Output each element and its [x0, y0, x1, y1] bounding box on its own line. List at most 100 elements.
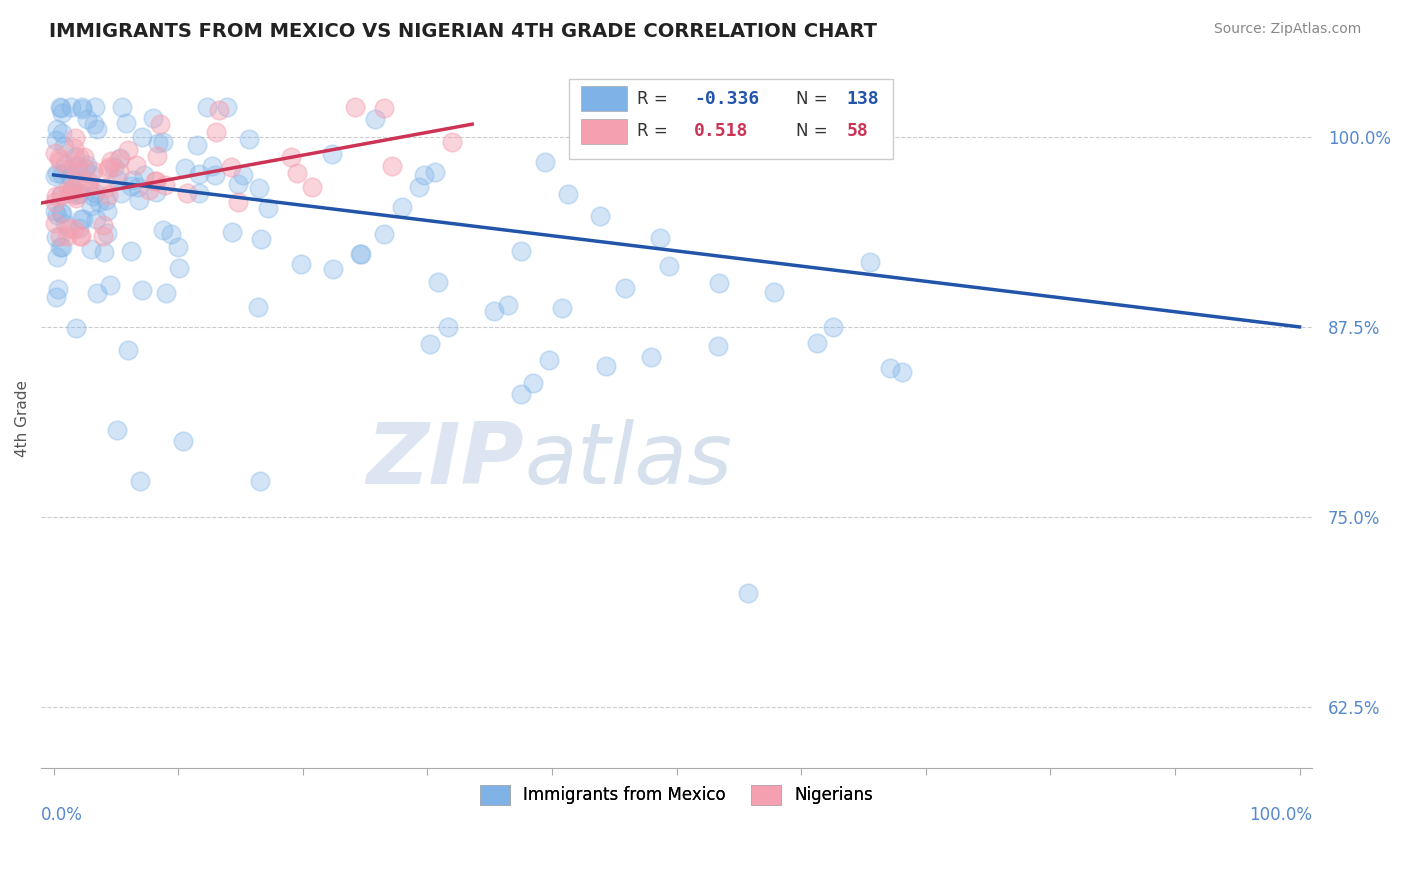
Point — [65, 150, 87, 164]
FancyBboxPatch shape — [581, 119, 627, 144]
Text: 58: 58 — [846, 122, 869, 140]
Point — [204, 169, 226, 183]
Point — [62, 222, 84, 236]
Text: R =: R = — [637, 122, 668, 140]
Point — [44, 203, 66, 218]
Point — [153, 178, 176, 192]
Point — [51, 167, 73, 181]
Point — [59, 186, 82, 200]
Point — [707, 339, 730, 353]
Point — [44, 216, 66, 230]
Point — [145, 174, 167, 188]
Point — [60, 182, 83, 196]
Text: N =: N = — [796, 122, 828, 140]
Point — [100, 153, 122, 168]
Point — [290, 257, 312, 271]
Point — [557, 187, 579, 202]
Point — [120, 244, 142, 259]
Point — [142, 112, 165, 126]
Point — [51, 205, 73, 219]
Point — [145, 185, 167, 199]
Point — [149, 118, 172, 132]
Point — [77, 173, 100, 187]
Point — [188, 186, 211, 200]
Point — [49, 240, 72, 254]
Point — [45, 229, 67, 244]
Point — [167, 239, 190, 253]
Point — [510, 387, 533, 401]
Point — [79, 199, 101, 213]
Point — [76, 112, 98, 127]
Point — [441, 135, 464, 149]
Point — [859, 254, 882, 268]
Point — [46, 282, 69, 296]
Point — [86, 122, 108, 136]
Point — [46, 166, 69, 180]
Point — [51, 188, 73, 202]
Point — [538, 353, 561, 368]
Point — [551, 301, 574, 316]
Point — [105, 171, 128, 186]
Point — [51, 187, 73, 202]
Point — [381, 159, 404, 173]
Point — [108, 165, 131, 179]
Point — [60, 184, 83, 198]
Point — [125, 158, 148, 172]
Point — [413, 169, 436, 183]
Point — [82, 189, 104, 203]
Point — [117, 144, 139, 158]
Point — [107, 153, 129, 167]
Point — [49, 154, 72, 169]
Point — [221, 225, 243, 239]
Point — [115, 116, 138, 130]
Y-axis label: 4th Grade: 4th Grade — [15, 380, 30, 457]
Point — [287, 166, 309, 180]
Point — [60, 99, 83, 113]
Point — [96, 193, 118, 207]
Point — [373, 101, 395, 115]
Point — [280, 150, 302, 164]
Point — [45, 189, 67, 203]
Point — [301, 180, 323, 194]
Text: 100.0%: 100.0% — [1249, 806, 1312, 824]
Point — [257, 201, 280, 215]
Point — [49, 205, 72, 219]
Point — [207, 103, 229, 117]
Point — [391, 200, 413, 214]
Point — [111, 99, 134, 113]
Point — [76, 178, 98, 192]
Point — [110, 186, 132, 201]
Point — [45, 290, 67, 304]
Point — [56, 228, 79, 243]
Point — [56, 183, 79, 197]
Point — [707, 276, 730, 290]
Point — [423, 165, 446, 179]
Point — [86, 285, 108, 300]
Point — [66, 159, 89, 173]
FancyBboxPatch shape — [568, 79, 893, 160]
Point — [187, 167, 209, 181]
Point — [59, 171, 82, 186]
Point — [152, 135, 174, 149]
Point — [67, 150, 90, 164]
Point — [59, 169, 82, 184]
Text: R =: R = — [637, 89, 668, 108]
Point — [65, 191, 87, 205]
Point — [91, 218, 114, 232]
Point — [48, 151, 70, 165]
Point — [127, 180, 149, 194]
Point — [91, 228, 114, 243]
Point — [80, 243, 103, 257]
Point — [195, 99, 218, 113]
Point — [83, 117, 105, 131]
Point — [509, 244, 531, 258]
Point — [589, 209, 612, 223]
Point — [879, 361, 901, 376]
Text: IMMIGRANTS FROM MEXICO VS NIGERIAN 4TH GRADE CORRELATION CHART: IMMIGRANTS FROM MEXICO VS NIGERIAN 4TH G… — [49, 22, 877, 41]
Text: atlas: atlas — [524, 418, 733, 501]
Point — [249, 474, 271, 488]
Point — [152, 222, 174, 236]
Point — [56, 221, 79, 235]
Point — [186, 138, 208, 153]
Point — [658, 259, 681, 273]
